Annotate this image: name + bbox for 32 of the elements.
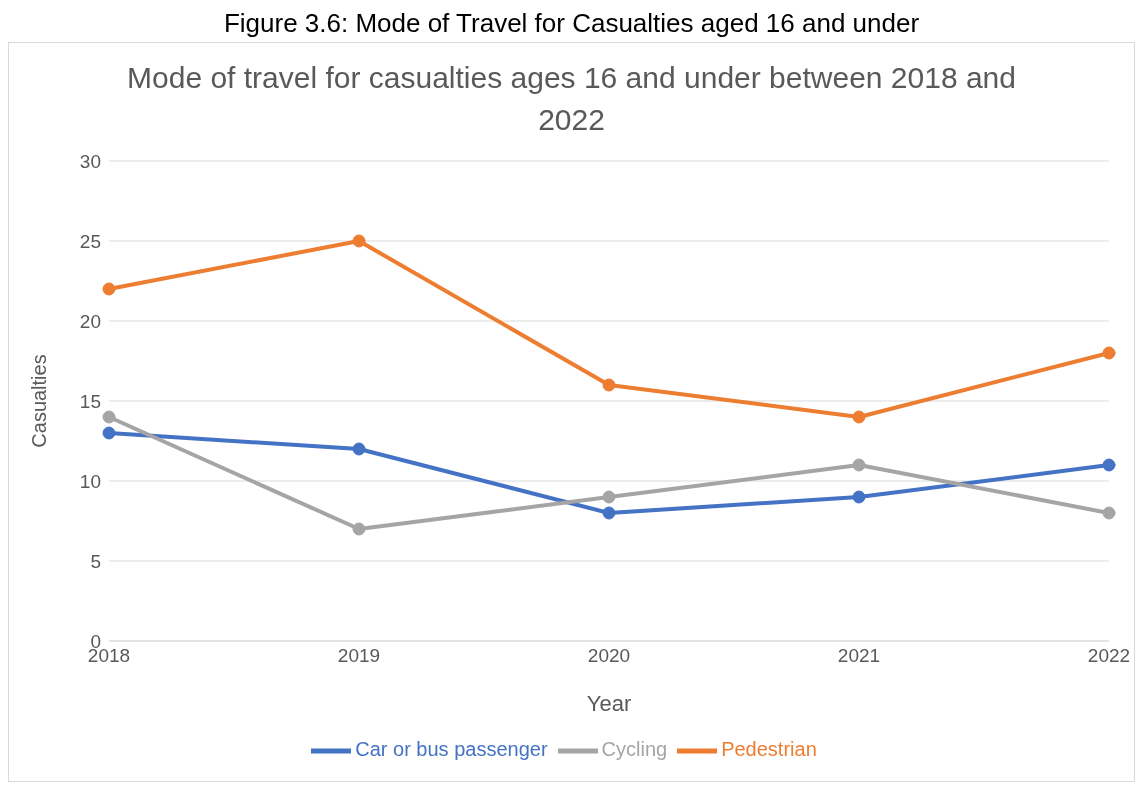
point — [352, 522, 366, 536]
y-axis-title: Casualties — [28, 354, 51, 448]
point — [352, 234, 366, 248]
y-tick-label: 10 — [79, 470, 101, 492]
point — [602, 490, 616, 504]
point — [1102, 346, 1116, 360]
y-tick-label: 20 — [79, 310, 101, 332]
y-tick-label: 30 — [79, 150, 101, 172]
point — [852, 490, 866, 504]
x-tick-label: 2019 — [337, 645, 381, 667]
chart-title: Mode of travel for casualties ages 16 and under between 2018 and 2022 — [126, 60, 1017, 138]
legend-label: Cycling — [601, 738, 668, 761]
y-tick-label: 15 — [79, 390, 101, 412]
x-tick-label: 2022 — [1087, 645, 1131, 667]
point — [852, 458, 866, 472]
point — [102, 426, 116, 440]
point — [1102, 506, 1116, 520]
point — [102, 282, 116, 296]
y-tick-label: 25 — [79, 230, 101, 252]
point — [102, 410, 116, 424]
point — [602, 506, 616, 520]
legend-label: Car or bus passenger — [355, 738, 548, 761]
point — [1102, 458, 1116, 472]
caption: Figure 3.6: Mode of Travel for Casualties aged 16 and under — [222, 8, 921, 38]
point — [602, 378, 616, 392]
x-tick-label: 2021 — [837, 645, 881, 667]
point — [352, 442, 366, 456]
y-tick-label: 5 — [90, 550, 101, 572]
x-tick-label: 2020 — [587, 645, 631, 667]
point — [852, 410, 866, 424]
x-axis-title: Year — [586, 691, 632, 716]
legend-label: Pedestrian — [721, 738, 817, 761]
